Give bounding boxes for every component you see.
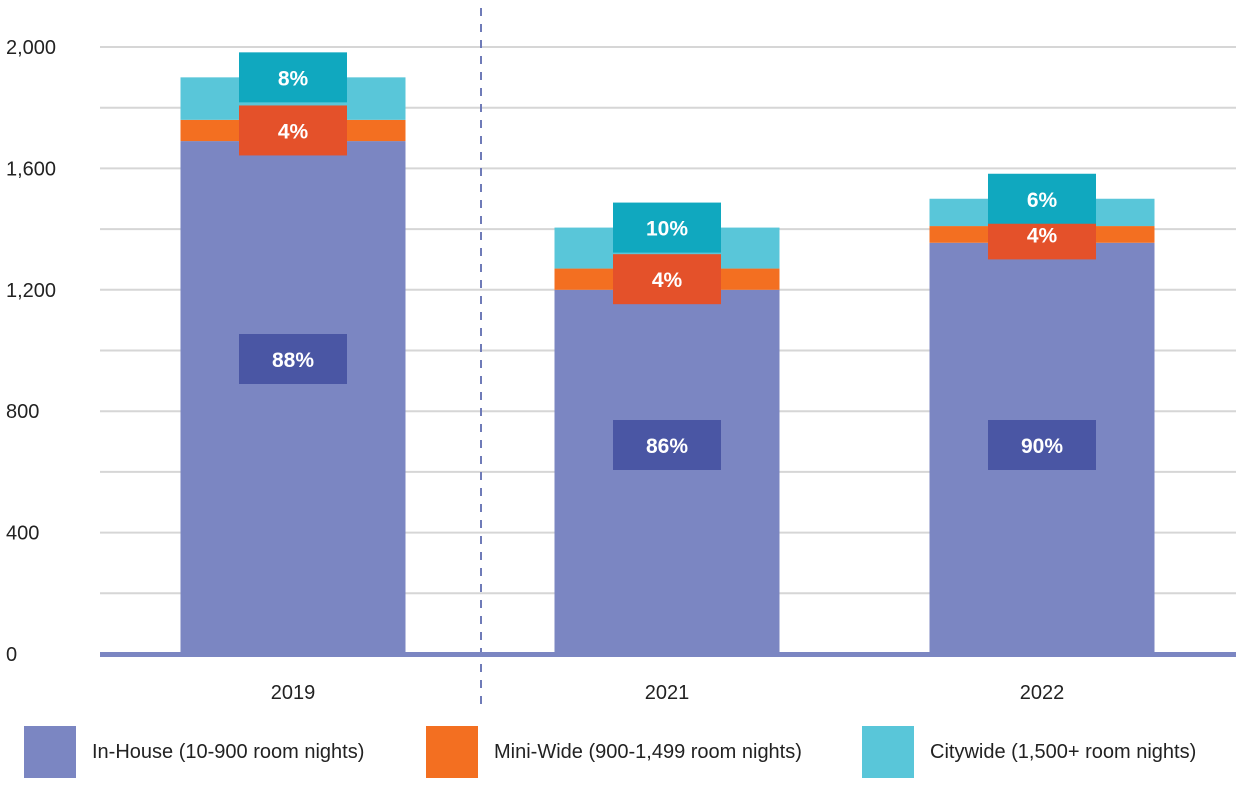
bar-segment <box>180 141 406 654</box>
data-label: 90% <box>1021 435 1063 458</box>
legend-item-citywide: Citywide (1,500+ room nights) <box>862 722 1196 782</box>
legend-item-mini-wide: Mini-Wide (900-1,499 room nights) <box>426 722 802 782</box>
data-label-box <box>239 334 347 384</box>
data-label-box <box>613 420 721 470</box>
data-label-box <box>239 105 347 156</box>
data-label-box <box>613 254 721 305</box>
stacked-bar-chart: 0 400 800 1,200 1,600 2,000 88% 4% 8% 2019 86% 4% 10… <box>6 8 1236 712</box>
y-tick-label: 400 <box>6 523 39 545</box>
data-label-box <box>239 52 347 103</box>
bar-segment <box>554 289 780 654</box>
legend-swatch-mini-wide <box>426 726 478 778</box>
x-axis-baseline <box>100 652 1236 657</box>
y-tick-label: 1,600 <box>6 158 56 180</box>
y-tick-label: 800 <box>6 401 39 423</box>
y-tick-label: 2,000 <box>6 37 56 59</box>
data-label: 4% <box>1027 224 1058 247</box>
data-label-box <box>613 202 721 253</box>
x-tick-label: 2019 <box>271 682 316 704</box>
data-label-box <box>988 420 1096 470</box>
data-label: 88% <box>272 349 314 372</box>
legend-item-in-house: In-House (10-900 room nights) <box>24 722 364 782</box>
legend-label-citywide: Citywide (1,500+ room nights) <box>930 740 1197 763</box>
x-tick-label: 2021 <box>645 682 690 704</box>
data-label: 8% <box>278 67 309 90</box>
y-tick-label: 0 <box>6 644 17 666</box>
legend-swatch-in-house <box>24 726 76 778</box>
y-tick-label: 1,200 <box>6 280 56 302</box>
legend-label-in-house: In-House (10-900 room nights) <box>92 740 365 763</box>
legend: In-House (10-900 room nights) Mini-Wide … <box>0 722 1236 782</box>
data-label: 6% <box>1027 189 1058 212</box>
data-label: 4% <box>652 269 683 292</box>
data-label: 10% <box>646 218 688 241</box>
x-tick-label: 2022 <box>1020 682 1065 704</box>
data-label: 4% <box>278 120 309 143</box>
data-label-box <box>988 173 1096 224</box>
legend-label-mini-wide: Mini-Wide (900-1,499 room nights) <box>494 740 802 763</box>
legend-swatch-citywide <box>862 726 914 778</box>
data-label: 86% <box>646 435 688 458</box>
